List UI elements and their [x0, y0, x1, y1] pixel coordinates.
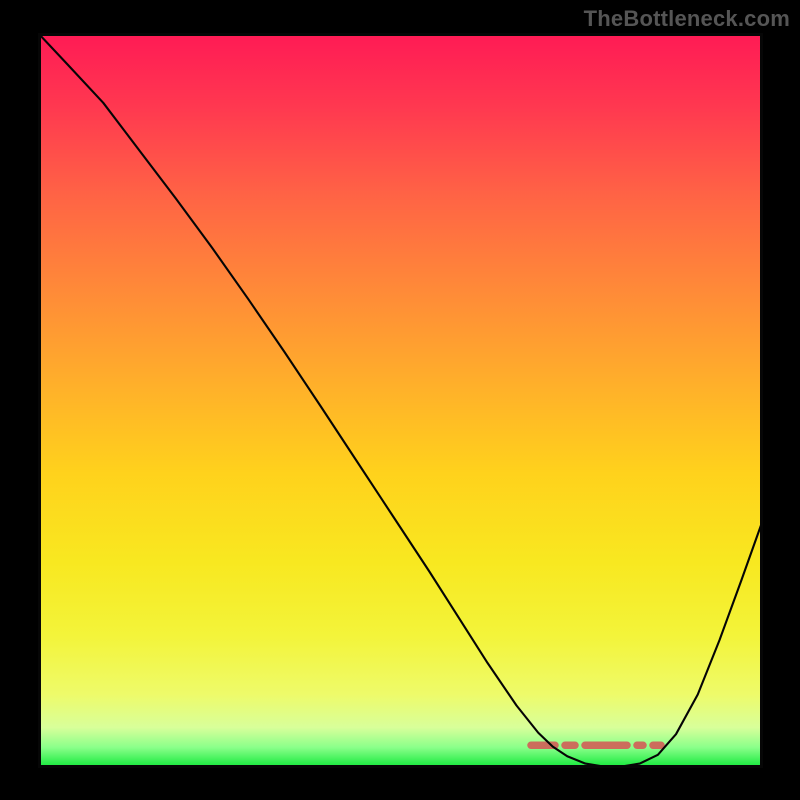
watermark-text: TheBottleneck.com [584, 6, 790, 32]
plot-outline [38, 33, 763, 768]
chart-stage: TheBottleneck.com [0, 0, 800, 800]
